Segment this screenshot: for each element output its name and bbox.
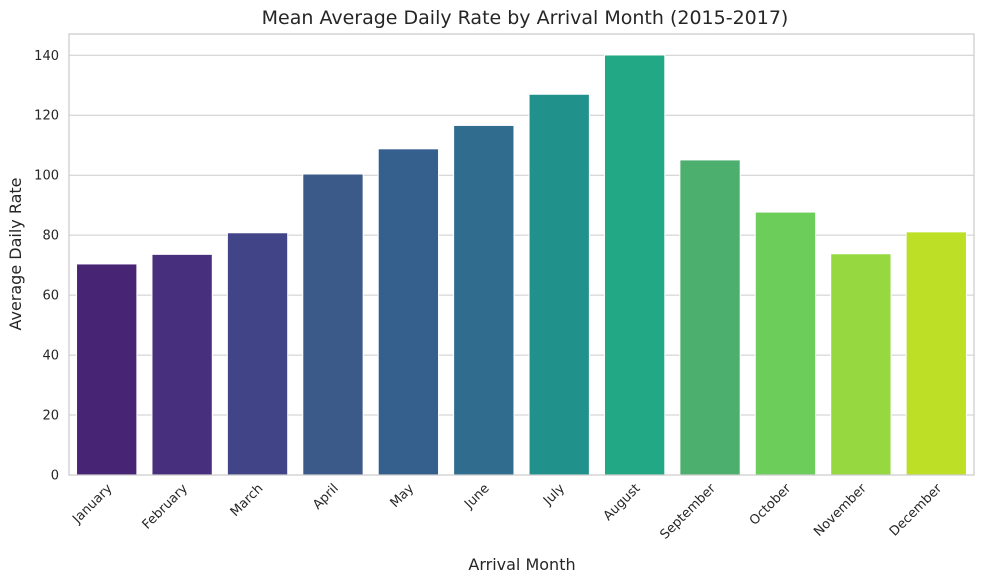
- y-tick-label: 40: [42, 349, 59, 364]
- bar-september: [679, 159, 741, 476]
- bar-april: [302, 173, 364, 476]
- x-tick-label: October: [747, 481, 795, 529]
- y-tick-label: 120: [34, 109, 59, 124]
- y-axis-ticks: 0 20 40 60 80 100 120 140: [34, 49, 59, 484]
- x-tick-label: August: [601, 481, 644, 524]
- x-tick-label: September: [657, 481, 719, 543]
- x-tick-label: June: [461, 481, 492, 512]
- bar-july: [528, 93, 590, 476]
- x-tick-label: February: [140, 481, 192, 533]
- x-tick-label: April: [310, 481, 342, 513]
- y-tick-label: 60: [42, 289, 59, 304]
- y-tick-label: 0: [51, 469, 59, 484]
- x-tick-label: March: [228, 481, 267, 520]
- bar-november: [830, 253, 892, 476]
- chart-title: Mean Average Daily Rate by Arrival Month…: [262, 7, 789, 29]
- y-axis-label: Average Daily Rate: [6, 177, 25, 330]
- bar-may: [377, 148, 440, 476]
- bar-august: [603, 54, 666, 476]
- x-tick-label: November: [811, 481, 870, 540]
- x-axis-label: Arrival Month: [468, 555, 575, 574]
- x-tick-label: December: [887, 481, 946, 540]
- plot-frame: [68, 33, 975, 476]
- y-tick-label: 80: [42, 229, 59, 244]
- bar-october: [754, 211, 817, 476]
- y-tick-label: 140: [34, 49, 59, 64]
- y-tick-label: 20: [42, 409, 59, 424]
- bar-february: [151, 253, 213, 476]
- x-tick-label: January: [69, 481, 115, 527]
- bar-december: [905, 231, 967, 476]
- grid: [69, 54, 974, 476]
- bar-january: [76, 263, 138, 476]
- bars: [76, 54, 967, 476]
- x-axis-ticks: January February March April May June July Augu…: [69, 481, 945, 543]
- bar-june: [453, 124, 515, 476]
- x-tick-label: July: [540, 481, 568, 509]
- y-tick-label: 100: [34, 169, 59, 184]
- bar-march: [226, 232, 289, 476]
- x-tick-label: May: [388, 481, 418, 511]
